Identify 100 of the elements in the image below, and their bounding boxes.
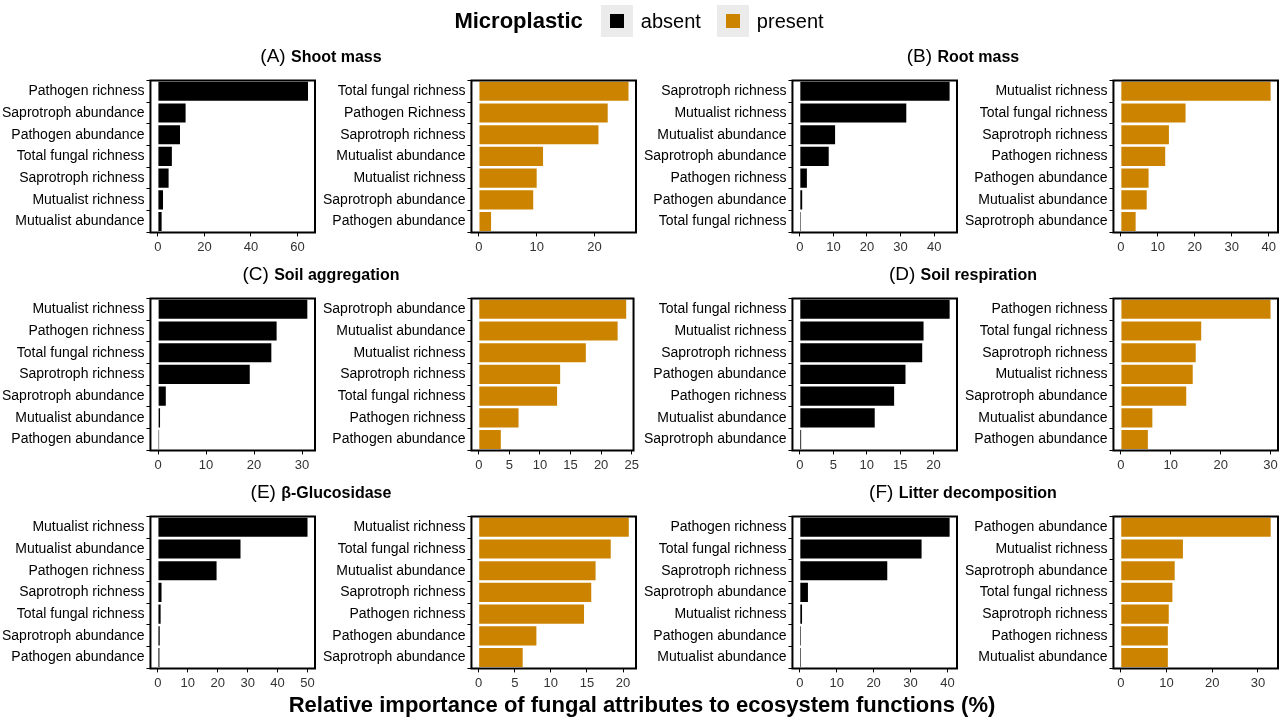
- bar: [1121, 539, 1183, 559]
- bar: [479, 103, 608, 123]
- bar: [1121, 582, 1173, 602]
- y-tick-label: Pathogen abundance: [653, 626, 787, 643]
- y-tick-label: Saprotroph richness: [340, 583, 466, 600]
- bar: [800, 386, 895, 406]
- x-tick-label: 5: [511, 674, 519, 690]
- y-tick-label: Pathogen abundance: [332, 430, 466, 447]
- y-tick-label: Mutualist abundance: [978, 408, 1108, 425]
- y-tick-label: Pathogen Richness: [344, 103, 466, 120]
- x-tick-label: 10: [198, 456, 214, 472]
- x-tick-label: 40: [243, 238, 259, 254]
- x-tick-label: 0: [1117, 456, 1125, 472]
- x-tick-label: 25: [624, 456, 639, 472]
- y-tick-label: Saprotroph richness: [661, 561, 787, 578]
- bar: [1121, 561, 1175, 581]
- x-tick-label: 40: [1261, 238, 1276, 254]
- bar: [1121, 386, 1187, 406]
- y-tick-label: Saprotroph richness: [982, 604, 1108, 621]
- y-tick-label: Saprotroph richness: [340, 125, 466, 142]
- y-tick-label: Pathogen abundance: [653, 190, 787, 207]
- bar: [479, 626, 537, 646]
- y-tick-label: Pathogen abundance: [11, 648, 145, 665]
- x-tick-label: 10: [543, 674, 559, 690]
- y-tick-label: Pathogen abundance: [974, 518, 1108, 535]
- y-tick-label: Pathogen richness: [991, 147, 1108, 164]
- x-tick-label: 0: [796, 238, 804, 254]
- bar: [479, 429, 501, 450]
- x-tick-label: 0: [475, 456, 483, 472]
- y-tick-label: Pathogen richness: [349, 408, 466, 425]
- bar: [1121, 343, 1196, 363]
- bar: [800, 146, 829, 166]
- y-tick-label: Mutualist richness: [353, 518, 466, 535]
- bar: [479, 211, 492, 232]
- x-tick-label: 30: [1224, 238, 1240, 254]
- y-tick-label: Mutualist richness: [32, 518, 145, 535]
- x-tick-label: 10: [1159, 674, 1174, 690]
- y-tick-label: Saprotroph abundance: [322, 300, 466, 317]
- bar: [158, 190, 164, 210]
- y-tick-label: Mutualist abundance: [978, 190, 1108, 207]
- bar: [1121, 517, 1271, 537]
- x-tick-label: 10: [826, 238, 841, 254]
- y-tick-label: Saprotroph abundance: [643, 147, 787, 164]
- y-tick-label: Total fungal richness: [16, 604, 145, 621]
- y-tick-label: Total fungal richness: [337, 539, 466, 556]
- bar: [158, 321, 277, 341]
- bar: [158, 539, 241, 559]
- y-tick-label: Saprotroph richness: [661, 82, 787, 99]
- x-tick-label: 0: [475, 238, 483, 254]
- y-tick-label: Mutualist richness: [674, 321, 787, 338]
- y-tick-label: Pathogen abundance: [11, 125, 145, 142]
- y-tick-label: Mutualist richness: [995, 82, 1108, 99]
- y-tick-label: Mutualist abundance: [15, 539, 145, 556]
- x-tick-label: 15: [892, 456, 908, 472]
- x-tick-label: 30: [240, 674, 255, 690]
- y-tick-label: Pathogen richness: [28, 321, 145, 338]
- x-axis-title: Relative importance of fungal attributes to ecosystem functions (%): [287, 692, 997, 718]
- bar: [800, 343, 923, 363]
- chart-title: (A) Shoot mass: [260, 45, 382, 66]
- bar: [479, 343, 586, 363]
- bar: [800, 582, 808, 602]
- bar: [1121, 168, 1149, 188]
- bar: [800, 408, 875, 428]
- y-tick-label: Mutualist abundance: [657, 648, 787, 665]
- y-tick-label: Pathogen richness: [28, 82, 145, 99]
- y-tick-label: Saprotroph richness: [982, 125, 1108, 142]
- y-tick-label: Total fungal richness: [337, 82, 466, 99]
- x-tick-label: 20: [866, 674, 881, 690]
- y-tick-label: Total fungal richness: [658, 539, 787, 556]
- bar: [1121, 299, 1271, 319]
- x-tick-label: 0: [154, 238, 162, 254]
- bar: [479, 647, 523, 668]
- y-tick-label: Pathogen abundance: [974, 168, 1108, 185]
- x-tick-label: 30: [1250, 674, 1266, 690]
- y-tick-label: Saprotroph abundance: [322, 190, 466, 207]
- bar: [158, 604, 161, 624]
- y-tick-label: Mutualist abundance: [15, 408, 145, 425]
- y-tick-label: Pathogen abundance: [653, 365, 787, 382]
- y-tick-label: Mutualist richness: [674, 604, 787, 621]
- x-tick-label: 60: [290, 238, 305, 254]
- x-tick-label: 20: [1187, 238, 1203, 254]
- y-tick-label: Saprotroph richness: [19, 365, 145, 382]
- y-tick-label: Saprotroph richness: [19, 583, 145, 600]
- bar: [1121, 103, 1186, 123]
- bar: [800, 168, 807, 188]
- y-tick-label: Saprotroph abundance: [322, 648, 466, 665]
- bar: [479, 168, 537, 188]
- bar: [800, 364, 906, 384]
- bar: [479, 561, 596, 581]
- bar: [800, 103, 907, 123]
- y-tick-label: Mutualist richness: [995, 365, 1108, 382]
- x-tick-label: 5: [829, 456, 837, 472]
- legend-label: absent: [640, 9, 701, 33]
- x-tick-label: 20: [926, 456, 941, 472]
- bar: [158, 168, 169, 188]
- x-tick-label: 20: [197, 238, 212, 254]
- y-tick-label: Total fungal richness: [337, 386, 466, 403]
- y-tick-label: Pathogen abundance: [11, 430, 145, 447]
- x-tick-label: 20: [593, 456, 609, 472]
- x-tick-label: 20: [1204, 674, 1220, 690]
